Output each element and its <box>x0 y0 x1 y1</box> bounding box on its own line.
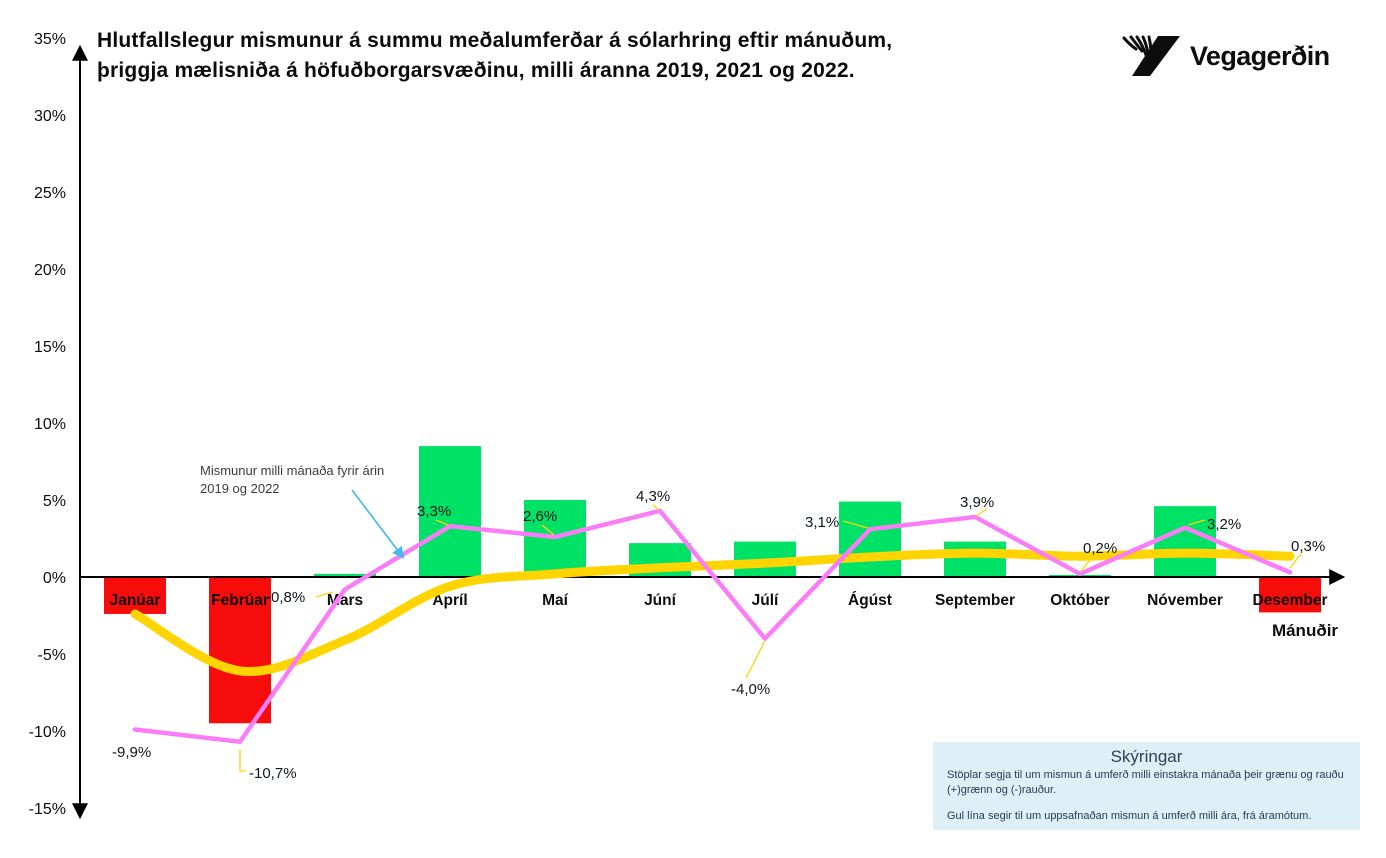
yellow-line-path <box>130 548 1295 677</box>
x-axis-title: Mánuðir <box>1272 621 1338 640</box>
month-label-Apríl: Apríl <box>432 592 467 609</box>
month-label-Ágúst: Ágúst <box>848 592 892 609</box>
x-axis-month-labels: Janúar Febrúar Mars Apríl Maí Júní Júlí Ágúst Se… <box>110 592 1328 609</box>
logo-wordmark: Vegagerðin <box>1190 40 1330 71</box>
explanations-title: Skýringar <box>1110 747 1183 766</box>
data-label-Apríl: 3,3% <box>417 503 451 520</box>
y-tick--10%: -10% <box>29 724 66 741</box>
y-tick--15%: -15% <box>29 801 66 818</box>
explanations-box: Skýringar Stöplar segja til um mismun á … <box>933 742 1360 830</box>
y-axis-tick-labels: 35% 30% 25% 20% 15% 10% 5% 0% -5% -10% -15% <box>29 31 66 818</box>
data-label-Júlí: -4,0% <box>731 681 770 698</box>
data-labels: -9,9% -10,7% -0,8% 3,3% 2,6% 4,3% -4,0% 3,1% 3,9… <box>112 488 1325 782</box>
y-tick-30%: 30% <box>34 108 66 125</box>
y-tick-15%: 15% <box>34 339 66 356</box>
leader-line-Febrúar <box>239 749 246 772</box>
month-label-Desember: Desember <box>1253 592 1328 609</box>
x-axis-title-text: Mánuðir <box>1272 621 1338 640</box>
month-label-Janúar: Janúar <box>110 592 161 609</box>
data-label-September: 3,9% <box>960 494 994 511</box>
data-label-Júní: 4,3% <box>636 488 670 505</box>
month-label-September: September <box>935 592 1015 609</box>
month-label-Nóvember: Nóvember <box>1147 592 1223 609</box>
bar-Desember <box>1259 577 1321 613</box>
leader-line-Maí <box>541 524 555 536</box>
vegagerdin-logo-icon <box>1122 35 1180 76</box>
leader-line-Mars <box>315 591 334 598</box>
y-tick-25%: 25% <box>34 185 66 202</box>
monthly-difference-pink-line <box>132 508 1293 745</box>
data-label-Október: 0,2% <box>1083 540 1117 557</box>
data-label-Ágúst: 3,1% <box>805 514 839 531</box>
bar-Apríl <box>419 446 481 577</box>
leader-line-Nóvember <box>1187 519 1206 526</box>
data-label-Febrúar: -10,7% <box>249 765 297 782</box>
data-label-Mars: -0,8% <box>266 589 305 606</box>
y-tick-5%: 5% <box>43 493 66 510</box>
bar-Ágúst <box>839 501 901 577</box>
bar-Nóvember <box>1154 506 1216 577</box>
leader-line-Júní <box>652 504 660 511</box>
month-label-Febrúar: Febrúar <box>211 592 269 609</box>
leader-line-Október <box>1080 555 1094 572</box>
bar-September <box>944 541 1006 577</box>
cumulative-yellow-line <box>130 548 1295 677</box>
y-tick-0%: 0% <box>43 570 66 587</box>
y-tick-35%: 35% <box>34 31 66 48</box>
explanations-paragraph-yellow-line: Gul lína segir til um uppsafnaðan mismun… <box>947 809 1312 822</box>
data-label-Janúar: -9,9% <box>112 744 151 761</box>
leader-line-Apríl <box>435 519 449 526</box>
page-title: Hlutfallslegur mismunur á summu meðalumf… <box>97 29 893 83</box>
leader-line-Júlí <box>745 640 766 679</box>
bar-Febrúar <box>209 577 271 724</box>
data-label-Desember: 0,3% <box>1291 538 1325 555</box>
data-label-leader-lines <box>239 504 1302 772</box>
y-tick-10%: 10% <box>34 416 66 433</box>
annotation-text: Mismunur milli mánaða fyrir árin 2019 og… <box>200 463 385 496</box>
bar-series <box>104 446 1321 724</box>
leader-line-September <box>975 508 988 517</box>
month-label-Júní: Júní <box>644 592 677 609</box>
month-label-Október: Október <box>1050 592 1109 609</box>
data-label-Maí: 2,6% <box>523 508 557 525</box>
leader-line-Ágúst <box>842 520 869 529</box>
bar-Janúar <box>104 577 166 614</box>
explanations-paragraph-bars: Stöplar segja til um mismun á umferð mil… <box>947 769 1344 796</box>
annotation-arrow <box>351 489 405 559</box>
y-tick-20%: 20% <box>34 262 66 279</box>
bar-Mars <box>314 573 376 577</box>
leader-line-Desember <box>1289 553 1302 569</box>
data-label-Nóvember: 3,2% <box>1207 516 1241 533</box>
vegagerdin-logo: Vegagerðin <box>1121 33 1330 79</box>
month-label-Maí: Maí <box>542 592 569 609</box>
pink-line-path <box>132 508 1293 745</box>
y-tick--5%: -5% <box>38 647 66 664</box>
month-label-Júlí: Júlí <box>752 592 779 609</box>
